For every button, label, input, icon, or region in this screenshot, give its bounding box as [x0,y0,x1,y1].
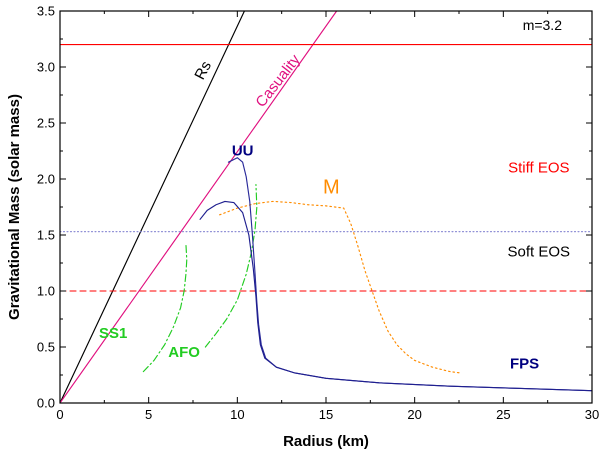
y-axis-title: Gravitational Mass (solar mass) [6,94,23,320]
y-tick-label: 3.0 [37,60,55,75]
annotation-uu: UU [232,142,254,159]
annotation-soft: Soft EOS [508,243,571,260]
series-afo [204,184,258,348]
x-tick-label: 10 [230,407,244,422]
annotations-layer: Rs Casuality m=3.2 Stiff EOS Soft EOS UU M SS1 A… [99,17,570,372]
x-tick-label: 5 [145,407,152,422]
annotation-fps: FPS [510,355,539,372]
annotation-ss1: SS1 [99,325,127,342]
y-tick-label: 2.0 [37,172,55,187]
y-tick-label: 3.5 [37,4,55,19]
series-ss1 [142,243,188,373]
y-tick-label: 0.0 [37,396,55,411]
x-tick-label: 15 [319,407,333,422]
x-tick-label: 25 [496,407,510,422]
axis-ticks: 0 5 10 15 20 25 30 0.0 0.5 1.0 1.5 2.0 2.5 3.0 3.5 [37,4,599,423]
annotation-casuality: Casuality [252,51,304,110]
plot-frame [59,10,593,404]
y-tick-label: 0.5 [37,340,55,355]
y-tick-label: 1.5 [37,228,55,243]
series-rs [60,11,246,403]
annotation-rs: Rs [191,58,215,82]
series-casuality [60,11,338,403]
x-tick-label: 20 [407,407,421,422]
annotation-m: M [323,177,340,199]
y-tick-label: 2.5 [37,116,55,131]
y-tick-label: 1.0 [37,284,55,299]
annotation-stiff: Stiff EOS [508,159,569,176]
x-axis-title: Radius (km) [283,433,369,450]
series-layer [60,11,592,403]
series-m [219,200,460,374]
annotation-m32: m=3.2 [523,17,563,33]
annotation-afo: AFO [168,344,200,361]
x-tick-label: 30 [585,407,599,422]
series-fps [199,200,592,392]
x-tick-label: 0 [56,407,63,422]
